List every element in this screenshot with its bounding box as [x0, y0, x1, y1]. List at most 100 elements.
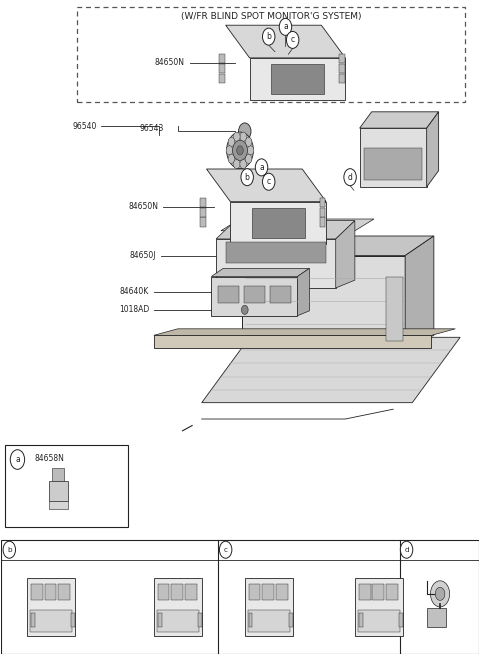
Bar	[339, 73, 345, 83]
Text: 84640K: 84640K	[120, 287, 149, 296]
Text: 93315: 93315	[258, 563, 280, 569]
Bar	[27, 578, 75, 636]
Polygon shape	[250, 58, 345, 100]
Bar	[360, 128, 427, 187]
Text: 84650J: 84650J	[130, 251, 156, 260]
Bar	[249, 614, 252, 627]
Text: (W/FR BLIND SPOT MONITOR'G SYSTEM): (W/FR BLIND SPOT MONITOR'G SYSTEM)	[181, 12, 361, 21]
Bar	[0, 540, 480, 654]
Text: 84550D: 84550D	[378, 115, 408, 124]
Polygon shape	[226, 25, 345, 58]
Circle shape	[241, 169, 253, 185]
Bar	[30, 610, 72, 633]
Bar	[372, 584, 384, 601]
Bar	[157, 610, 199, 633]
Circle shape	[400, 541, 413, 558]
Bar	[399, 614, 403, 627]
Circle shape	[241, 305, 248, 314]
Circle shape	[255, 159, 268, 176]
Bar	[5, 445, 128, 527]
Bar	[157, 614, 161, 627]
Bar	[339, 64, 345, 73]
Bar	[31, 614, 35, 627]
Bar	[270, 286, 291, 303]
Circle shape	[435, 588, 445, 601]
Text: 93310H: 93310H	[164, 563, 192, 569]
Bar	[219, 73, 225, 83]
Circle shape	[237, 146, 243, 155]
Bar	[271, 64, 324, 94]
Text: 84650N: 84650N	[129, 202, 158, 211]
Polygon shape	[242, 236, 434, 255]
Text: c: c	[224, 547, 228, 553]
Text: 93315: 93315	[368, 563, 390, 569]
Circle shape	[239, 123, 251, 140]
Circle shape	[245, 154, 252, 163]
Text: 84650N: 84650N	[155, 58, 185, 67]
Bar	[358, 610, 400, 633]
Bar	[248, 610, 290, 633]
Circle shape	[240, 159, 247, 168]
Circle shape	[233, 140, 247, 160]
Bar	[219, 64, 225, 73]
Text: 95120: 95120	[424, 545, 448, 554]
Polygon shape	[360, 112, 439, 128]
Bar	[276, 584, 288, 601]
Bar	[200, 208, 206, 217]
Bar	[249, 584, 261, 601]
Bar	[355, 578, 403, 636]
Bar	[157, 584, 169, 601]
Circle shape	[227, 132, 253, 169]
Bar	[320, 198, 325, 207]
Bar	[320, 208, 325, 217]
Circle shape	[233, 132, 240, 141]
Bar	[200, 217, 206, 227]
Circle shape	[219, 541, 232, 558]
Circle shape	[10, 450, 24, 470]
Circle shape	[228, 138, 235, 147]
Polygon shape	[221, 219, 374, 231]
Bar	[31, 584, 43, 601]
Bar	[198, 614, 202, 627]
Bar	[339, 54, 345, 63]
Bar	[71, 614, 75, 627]
Bar	[52, 468, 64, 481]
Text: 96540: 96540	[72, 122, 96, 131]
Bar	[386, 276, 403, 341]
Text: b: b	[266, 32, 271, 41]
Polygon shape	[211, 269, 310, 276]
Polygon shape	[230, 202, 326, 244]
Polygon shape	[336, 221, 355, 288]
Polygon shape	[154, 335, 432, 348]
Circle shape	[279, 18, 292, 35]
Bar	[242, 255, 405, 347]
Bar	[252, 208, 305, 238]
Circle shape	[233, 159, 240, 168]
Text: a: a	[259, 163, 264, 172]
Circle shape	[287, 31, 299, 48]
Bar	[364, 148, 422, 180]
Circle shape	[431, 581, 450, 607]
Polygon shape	[202, 337, 460, 403]
Bar	[58, 584, 70, 601]
Circle shape	[228, 154, 235, 163]
Text: a: a	[15, 455, 20, 464]
Bar	[185, 584, 197, 601]
Bar	[217, 286, 239, 303]
Circle shape	[263, 174, 275, 190]
Bar	[200, 198, 206, 207]
Polygon shape	[427, 112, 439, 187]
Bar	[386, 584, 398, 601]
Bar	[226, 242, 326, 263]
Bar	[219, 54, 225, 63]
Bar	[245, 578, 293, 636]
Circle shape	[226, 146, 233, 155]
Text: 96543: 96543	[139, 124, 163, 134]
Text: b: b	[245, 173, 250, 181]
Text: b: b	[7, 547, 12, 553]
Bar	[263, 584, 274, 601]
Bar	[48, 481, 68, 500]
Polygon shape	[405, 236, 434, 347]
Text: c: c	[290, 35, 295, 45]
Text: 1018AD: 1018AD	[119, 305, 149, 314]
